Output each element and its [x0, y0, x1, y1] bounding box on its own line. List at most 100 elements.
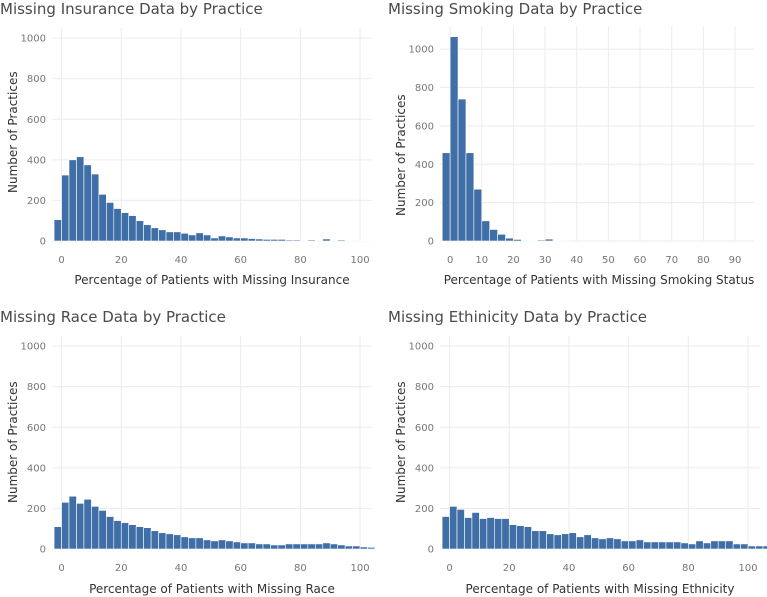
histogram-bar	[544, 238, 554, 242]
histogram-bar	[232, 541, 241, 550]
histogram-bar	[613, 538, 622, 550]
histogram-bar	[561, 533, 570, 550]
histogram-bar	[583, 534, 592, 550]
histogram-bar	[91, 173, 100, 242]
histogram-bar	[359, 240, 368, 242]
histogram-bar	[449, 36, 459, 242]
x-tick-label: 60	[234, 563, 247, 574]
x-tick-label: 80	[294, 563, 307, 574]
histogram-bar	[359, 546, 368, 550]
x-tick-label: 10	[475, 255, 488, 266]
histogram-bar	[523, 526, 532, 550]
histogram-bar	[150, 530, 159, 550]
histogram-bar	[337, 239, 346, 242]
histogram-bar	[673, 541, 682, 550]
histogram-bar	[486, 517, 495, 550]
histogram-bar	[314, 240, 324, 242]
y-tick-label: 0	[40, 545, 46, 556]
histogram-bar	[479, 518, 488, 550]
histogram-bar	[135, 526, 144, 550]
histogram-bar	[473, 188, 483, 242]
histogram-bar	[322, 238, 331, 242]
x-tick-label: 60	[634, 255, 647, 266]
histogram-bar	[210, 237, 219, 242]
x-tick-label: 80	[294, 255, 307, 266]
histogram-bar	[255, 543, 264, 550]
histogram-bar	[344, 240, 353, 242]
histogram-bar	[76, 156, 85, 242]
histogram-bar	[262, 239, 271, 242]
histogram-bar	[158, 532, 167, 550]
histogram-bar	[650, 541, 659, 550]
histogram-bar	[285, 543, 294, 550]
histogram-bar	[322, 542, 331, 550]
y-tick-label: 600	[27, 423, 46, 434]
x-tick-label: 20	[507, 255, 520, 266]
histogram-bar	[225, 236, 234, 242]
y-tick-label: 1000	[21, 342, 46, 353]
histogram-bar	[553, 534, 562, 550]
chart-title: Missing Insurance Data by Practice	[0, 0, 263, 18]
histogram-bar	[314, 543, 324, 550]
histogram-bar	[658, 541, 667, 550]
histogram-bar	[471, 512, 480, 550]
histogram-bar	[352, 545, 361, 550]
histogram-bar	[456, 509, 465, 550]
histogram-bar	[494, 518, 503, 550]
x-tick-label: 20	[115, 255, 128, 266]
histogram-bar	[53, 526, 62, 550]
histogram-bar	[605, 537, 615, 550]
histogram-bar	[702, 542, 712, 550]
histogram-bar	[188, 234, 197, 242]
histogram-bar	[732, 543, 741, 550]
histogram-bar	[217, 539, 227, 550]
histogram-bar	[329, 543, 338, 550]
x-tick-label: 0	[58, 255, 64, 266]
histogram-bar	[180, 232, 189, 242]
histogram-bar	[747, 545, 756, 550]
histogram-bar	[489, 229, 498, 242]
histogram-bar	[120, 522, 130, 550]
plot-area: 0 200 400 600 800 1000 0 20 40 60 80 100	[21, 28, 376, 266]
x-tick-label: 50	[602, 255, 615, 266]
histogram-bar	[128, 524, 137, 550]
histogram-bar	[441, 152, 451, 242]
histogram-bar	[755, 545, 764, 550]
y-tick-label: 1000	[21, 34, 46, 45]
histogram-bar	[143, 224, 152, 242]
y-tick-label: 1000	[409, 45, 434, 56]
y-tick-label: 800	[415, 83, 434, 94]
histogram-bar	[270, 239, 279, 242]
x-axis-label: Percentage of Patients with Missing Insu…	[74, 273, 350, 287]
x-axis-label: Percentage of Patients with Missing Race	[89, 582, 335, 596]
y-tick-label: 200	[415, 504, 434, 515]
histogram-bar	[203, 234, 212, 242]
y-tick-label: 800	[27, 382, 46, 393]
histogram-bar	[546, 533, 555, 550]
histogram-bar	[367, 240, 376, 242]
histogram-bar	[255, 238, 264, 242]
histogram-bar	[98, 510, 107, 550]
histogram-bar	[135, 220, 144, 242]
x-tick-label: 100	[351, 255, 370, 266]
y-tick-label: 200	[27, 196, 46, 207]
y-tick-label: 600	[415, 423, 434, 434]
histogram-bar	[329, 240, 338, 242]
x-tick-label: 30	[539, 255, 552, 266]
histogram-bar	[120, 212, 130, 242]
histogram-bar	[344, 545, 353, 550]
x-tick-label: 60	[622, 563, 635, 574]
histogram-bar	[576, 536, 585, 550]
histogram-bar	[508, 524, 518, 550]
histogram-bar	[225, 540, 234, 550]
histogram-bar	[247, 542, 256, 550]
x-tick-label: 90	[729, 255, 742, 266]
histogram-bar	[481, 220, 490, 242]
plot-area: 0 200 400 600 800 1000 0 10 20 30 40 50 60 70 80 90	[409, 26, 754, 266]
histogram-bar	[240, 237, 249, 242]
histogram-bar	[497, 233, 506, 242]
x-tick-label: 80	[682, 563, 695, 574]
histogram-bar	[307, 239, 316, 242]
histogram-bar	[337, 544, 346, 550]
x-tick-label: 40	[563, 563, 576, 574]
